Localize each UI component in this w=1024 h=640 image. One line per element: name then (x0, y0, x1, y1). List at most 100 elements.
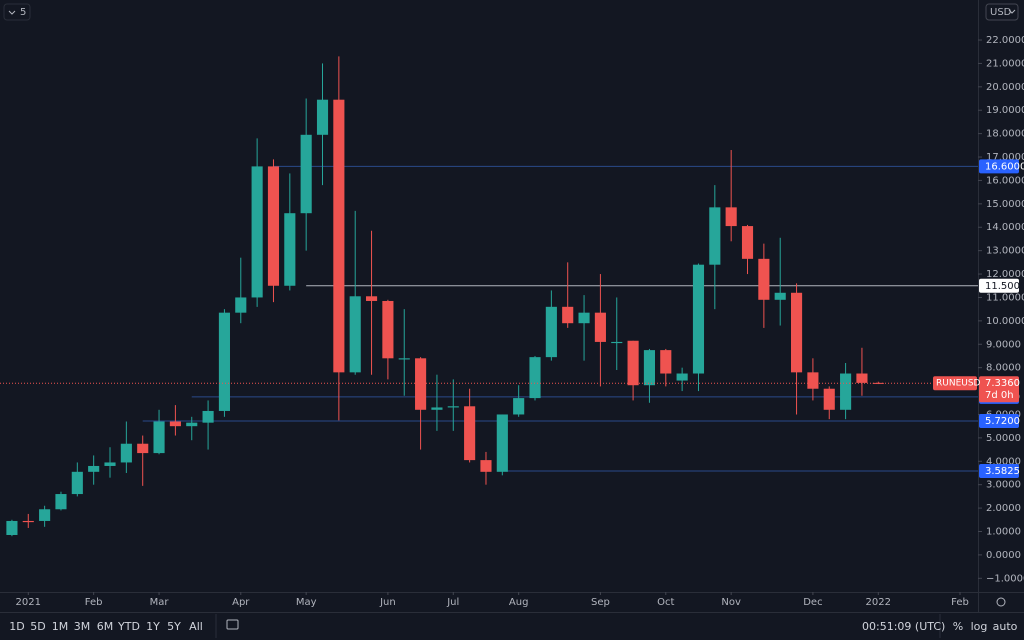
price-label-box (979, 376, 1019, 403)
candle-body (529, 357, 541, 399)
option-button[interactable]: log (971, 620, 988, 633)
y-tick-label: 22.0000 (986, 35, 1024, 46)
range-button[interactable]: 1D (9, 620, 24, 633)
option-button[interactable]: % (953, 620, 963, 633)
candle-body (55, 494, 67, 510)
y-tick-label: 9.0000 (986, 339, 1021, 350)
currency-button[interactable] (985, 3, 1019, 21)
range-button[interactable]: 5D (30, 620, 45, 633)
y-tick-label: 5.0000 (986, 433, 1021, 444)
candle-body (709, 207, 721, 265)
y-tick-label: 21.0000 (986, 58, 1024, 69)
x-tick-label: May (296, 597, 317, 608)
x-tick-label: Apr (232, 597, 250, 608)
candle-body (22, 520, 34, 523)
range-button[interactable]: 1Y (146, 620, 160, 633)
option-button[interactable]: auto (993, 620, 1018, 633)
y-tick-label: 3.0000 (986, 480, 1021, 491)
candle-body (627, 340, 639, 386)
candle-body (349, 296, 361, 373)
range-button[interactable]: YTD (117, 620, 140, 633)
level-label-box (979, 278, 1019, 293)
y-tick-label: 20.0000 (986, 82, 1024, 93)
candle-body (643, 350, 655, 386)
candle-body (431, 407, 443, 410)
x-tick-label: 2021 (16, 597, 41, 608)
candle-body (251, 166, 263, 298)
candle-body (202, 410, 214, 423)
x-tick-label: Feb (85, 597, 103, 608)
level-label: 3.5825 (985, 466, 1020, 477)
candle-body (464, 406, 476, 461)
level-label-box (979, 414, 1019, 429)
y-tick-label: 16.0000 (986, 175, 1024, 186)
y-tick-label: 8.0000 (986, 363, 1021, 374)
clock: 00:51:09 (UTC) (862, 620, 945, 633)
candle-body (415, 358, 427, 410)
candle-body (137, 443, 149, 454)
interval: 5 (20, 7, 26, 18)
x-tick-label: Dec (803, 597, 822, 608)
range-button[interactable]: 1M (52, 620, 69, 633)
y-tick-label: 18.0000 (986, 129, 1024, 140)
candle-body (447, 406, 459, 408)
candle-body (218, 312, 230, 411)
y-tick-label: 15.0000 (986, 199, 1024, 210)
y-tick-label: −1.0000 (986, 573, 1024, 584)
candle-body (6, 520, 18, 536)
y-tick-label: 2.0000 (986, 503, 1021, 514)
x-tick-label: Aug (509, 597, 529, 608)
candle-body (692, 264, 705, 374)
goto-icon[interactable] (226, 619, 239, 630)
y-tick-label: 12.0000 (986, 269, 1024, 280)
candle-body (660, 350, 672, 374)
y-tick-label: 11.0000 (986, 292, 1024, 303)
x-tick-label: Mar (150, 597, 170, 608)
range-button[interactable]: 5Y (167, 620, 181, 633)
candle-body (88, 465, 100, 472)
range-button[interactable]: 6M (97, 620, 114, 633)
candle-body (594, 312, 606, 342)
currency: USD (990, 7, 1012, 18)
symbol: RUNEUSD (936, 379, 981, 389)
x-tick-label: Nov (721, 597, 741, 608)
interval-button[interactable] (3, 3, 31, 21)
candle-body (741, 226, 754, 259)
range-button[interactable]: All (189, 620, 203, 633)
candle-body (316, 99, 329, 135)
candle-body (856, 373, 868, 383)
y-tick-label: 0.0000 (986, 550, 1021, 561)
x-tick-label: 2022 (866, 597, 891, 608)
x-tick-label: Jul (446, 597, 459, 608)
candle-body (676, 373, 688, 381)
range-button[interactable]: 3M (74, 620, 91, 633)
candle-body (71, 471, 83, 495)
symbol-box (933, 376, 977, 391)
chevron (8, 10, 16, 15)
level-label: 11.5000 (985, 281, 1024, 292)
level-label-box (979, 159, 1019, 174)
candle-body (725, 207, 737, 227)
y-tick-label: 14.0000 (986, 222, 1024, 233)
chevron (1008, 9, 1016, 14)
candle-body (611, 341, 623, 344)
candle-body (807, 372, 819, 389)
candle-body (365, 296, 378, 301)
settings-icon[interactable] (996, 597, 1006, 607)
x-tick-label: Feb (951, 597, 969, 608)
candle-body (790, 292, 803, 373)
candle-body (872, 382, 884, 384)
candle-body (398, 358, 410, 360)
candle-body (382, 300, 394, 359)
candle-body (840, 373, 852, 410)
price-label: 7.3360 (985, 378, 1020, 389)
candle-body (480, 460, 492, 472)
level-label: 5.7200 (985, 416, 1020, 427)
candle-body (496, 414, 508, 472)
candle-body (104, 462, 116, 466)
candle-body (578, 312, 590, 324)
x-tick-label: Sep (591, 597, 610, 608)
